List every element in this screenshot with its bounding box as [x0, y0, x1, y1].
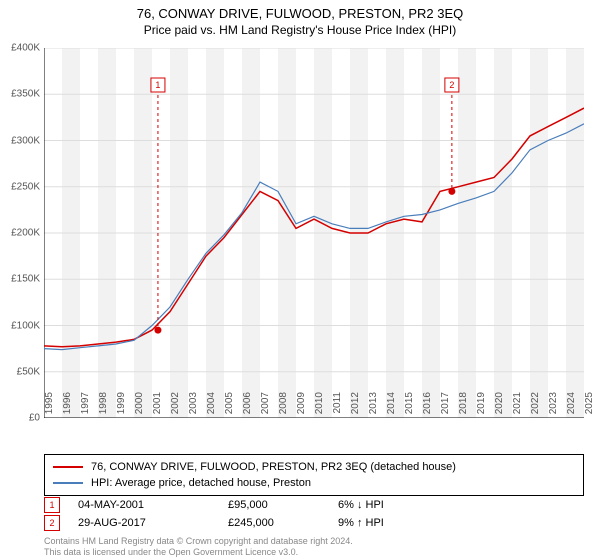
- marker-2: 2: [449, 80, 454, 90]
- x-tick-label: 2020: [494, 392, 505, 422]
- legend-label: HPI: Average price, detached house, Pres…: [91, 477, 311, 489]
- sale-date: 04-MAY-2001: [78, 499, 228, 511]
- x-tick-label: 2000: [134, 392, 145, 422]
- x-tick-label: 1996: [62, 392, 73, 422]
- title-block: 76, CONWAY DRIVE, FULWOOD, PRESTON, PR2 …: [0, 0, 600, 37]
- x-tick-label: 2008: [278, 392, 289, 422]
- x-tick-label: 2009: [296, 392, 307, 422]
- x-tick-label: 2002: [170, 392, 181, 422]
- x-tick-label: 2013: [368, 392, 379, 422]
- y-tick-label: £300K: [0, 135, 40, 146]
- x-tick-label: 2001: [152, 392, 163, 422]
- x-tick-label: 2019: [476, 392, 487, 422]
- y-tick-label: £0: [0, 413, 40, 424]
- chart-svg: 12: [44, 48, 584, 418]
- footer-line-2: This data is licensed under the Open Gov…: [44, 547, 353, 558]
- x-tick-label: 2006: [242, 392, 253, 422]
- x-tick-label: 2023: [548, 392, 559, 422]
- x-tick-label: 1995: [44, 392, 55, 422]
- chart-subtitle: Price paid vs. HM Land Registry's House …: [0, 23, 600, 37]
- legend-row: HPI: Average price, detached house, Pres…: [53, 475, 575, 491]
- legend-label: 76, CONWAY DRIVE, FULWOOD, PRESTON, PR2 …: [91, 461, 456, 473]
- sale-date: 29-AUG-2017: [78, 517, 228, 529]
- sales-table: 1 04-MAY-2001£95,0006% ↓ HPI 2 29-AUG-2017£…: [44, 496, 448, 532]
- x-tick-label: 2021: [512, 392, 523, 422]
- y-tick-label: £100K: [0, 320, 40, 331]
- x-tick-label: 2024: [566, 392, 577, 422]
- chart-container: 76, CONWAY DRIVE, FULWOOD, PRESTON, PR2 …: [0, 0, 600, 560]
- sale-row: 1 04-MAY-2001£95,0006% ↓ HPI: [44, 496, 448, 514]
- legend-box: 76, CONWAY DRIVE, FULWOOD, PRESTON, PR2 …: [44, 454, 584, 496]
- y-tick-label: £350K: [0, 89, 40, 100]
- x-tick-label: 2004: [206, 392, 217, 422]
- chart-title: 76, CONWAY DRIVE, FULWOOD, PRESTON, PR2 …: [0, 6, 600, 21]
- x-tick-label: 1997: [80, 392, 91, 422]
- legend-row: 76, CONWAY DRIVE, FULWOOD, PRESTON, PR2 …: [53, 459, 575, 475]
- x-tick-label: 2015: [404, 392, 415, 422]
- marker-1: 1: [155, 80, 160, 90]
- x-tick-label: 2007: [260, 392, 271, 422]
- sale-hpi: 6% ↓ HPI: [338, 499, 448, 511]
- footer-line-1: Contains HM Land Registry data © Crown c…: [44, 536, 353, 547]
- x-tick-label: 1999: [116, 392, 127, 422]
- y-tick-label: £200K: [0, 228, 40, 239]
- x-tick-label: 2014: [386, 392, 397, 422]
- x-tick-label: 2011: [332, 392, 343, 422]
- x-tick-label: 2016: [422, 392, 433, 422]
- sale-price: £245,000: [228, 517, 338, 529]
- x-tick-label: 2022: [530, 392, 541, 422]
- x-tick-label: 2017: [440, 392, 451, 422]
- x-tick-label: 2005: [224, 392, 235, 422]
- x-tick-label: 2012: [350, 392, 361, 422]
- x-tick-label: 2018: [458, 392, 469, 422]
- footer-text: Contains HM Land Registry data © Crown c…: [44, 536, 353, 558]
- sale-price: £95,000: [228, 499, 338, 511]
- sale-row: 2 29-AUG-2017£245,0009% ↑ HPI: [44, 514, 448, 532]
- legend-swatch: [53, 482, 83, 484]
- y-tick-label: £50K: [0, 366, 40, 377]
- x-tick-label: 2003: [188, 392, 199, 422]
- y-tick-label: £150K: [0, 274, 40, 285]
- legend-swatch: [53, 466, 83, 468]
- x-tick-label: 1998: [98, 392, 109, 422]
- y-tick-label: £250K: [0, 181, 40, 192]
- sale-marker: 1: [44, 497, 60, 513]
- sale-marker: 2: [44, 515, 60, 531]
- sale-hpi: 9% ↑ HPI: [338, 517, 448, 529]
- chart-area: 12 £0£50K£100K£150K£200K£250K£300K£350K£…: [44, 48, 584, 418]
- x-tick-label: 2025: [584, 392, 595, 422]
- x-tick-label: 2010: [314, 392, 325, 422]
- y-tick-label: £400K: [0, 43, 40, 54]
